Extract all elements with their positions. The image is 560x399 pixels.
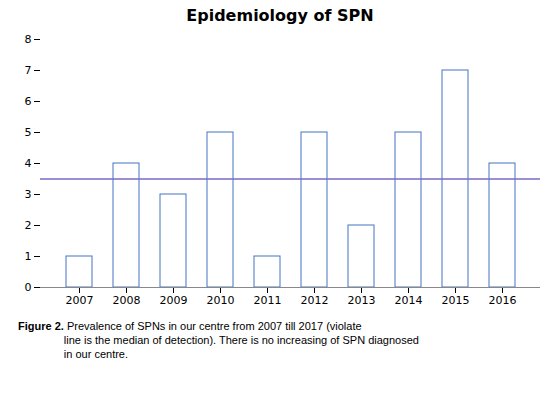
svg-text:8: 8 [25, 33, 32, 46]
svg-text:2008: 2008 [113, 294, 141, 307]
svg-text:2: 2 [25, 219, 32, 232]
svg-text:7: 7 [25, 64, 32, 77]
svg-text:1: 1 [25, 250, 32, 263]
svg-text:0: 0 [25, 281, 32, 294]
html-text:Epidemiology of SPN: Epidemiology of SPN [186, 6, 374, 25]
svg-text:2010: 2010 [207, 294, 235, 307]
svg-text:2007: 2007 [66, 294, 94, 307]
svg-text:2013: 2013 [348, 294, 376, 307]
html-text:Figure 2. Prevalence of SPNs i: Figure 2. Prevalence of SPNs in our cent… [18, 320, 419, 360]
svg-text:2011: 2011 [254, 294, 282, 307]
svg-text:4: 4 [25, 157, 32, 170]
svg-text:2016: 2016 [489, 294, 517, 307]
svg-text:2009: 2009 [160, 294, 188, 307]
svg-text:2014: 2014 [395, 294, 423, 307]
svg-text:2015: 2015 [442, 294, 470, 307]
svg-text:2012: 2012 [301, 294, 329, 307]
svg-text:3: 3 [25, 188, 32, 201]
svg-text:5: 5 [25, 126, 32, 139]
svg-text:6: 6 [25, 95, 32, 108]
